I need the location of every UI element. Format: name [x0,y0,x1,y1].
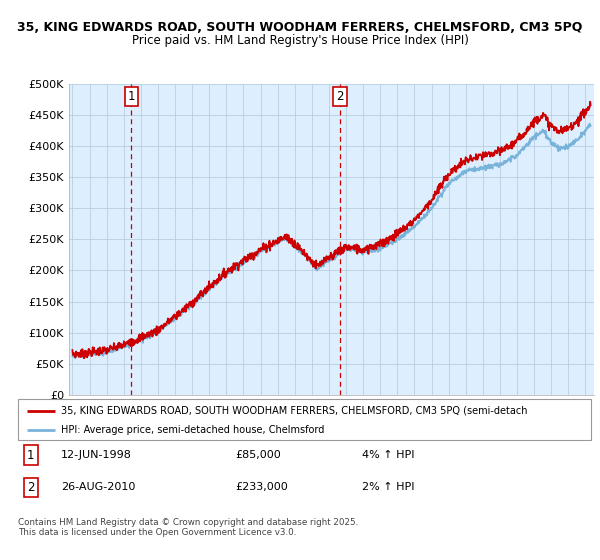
Text: £85,000: £85,000 [236,450,281,460]
Text: 1: 1 [27,449,34,462]
Text: 2: 2 [337,90,344,103]
Text: Contains HM Land Registry data © Crown copyright and database right 2025.
This d: Contains HM Land Registry data © Crown c… [18,518,358,538]
Text: 2% ↑ HPI: 2% ↑ HPI [362,483,415,492]
FancyBboxPatch shape [18,399,591,440]
Text: 12-JUN-1998: 12-JUN-1998 [61,450,132,460]
Text: £233,000: £233,000 [236,483,289,492]
Text: 26-AUG-2010: 26-AUG-2010 [61,483,136,492]
Text: 4% ↑ HPI: 4% ↑ HPI [362,450,415,460]
Text: 35, KING EDWARDS ROAD, SOUTH WOODHAM FERRERS, CHELMSFORD, CM3 5PQ (semi-detach: 35, KING EDWARDS ROAD, SOUTH WOODHAM FER… [61,405,527,416]
Text: 1: 1 [128,90,135,103]
Text: 35, KING EDWARDS ROAD, SOUTH WOODHAM FERRERS, CHELMSFORD, CM3 5PQ: 35, KING EDWARDS ROAD, SOUTH WOODHAM FER… [17,21,583,34]
Text: HPI: Average price, semi-detached house, Chelmsford: HPI: Average price, semi-detached house,… [61,424,325,435]
Text: Price paid vs. HM Land Registry's House Price Index (HPI): Price paid vs. HM Land Registry's House … [131,34,469,46]
Text: 2: 2 [27,481,34,494]
